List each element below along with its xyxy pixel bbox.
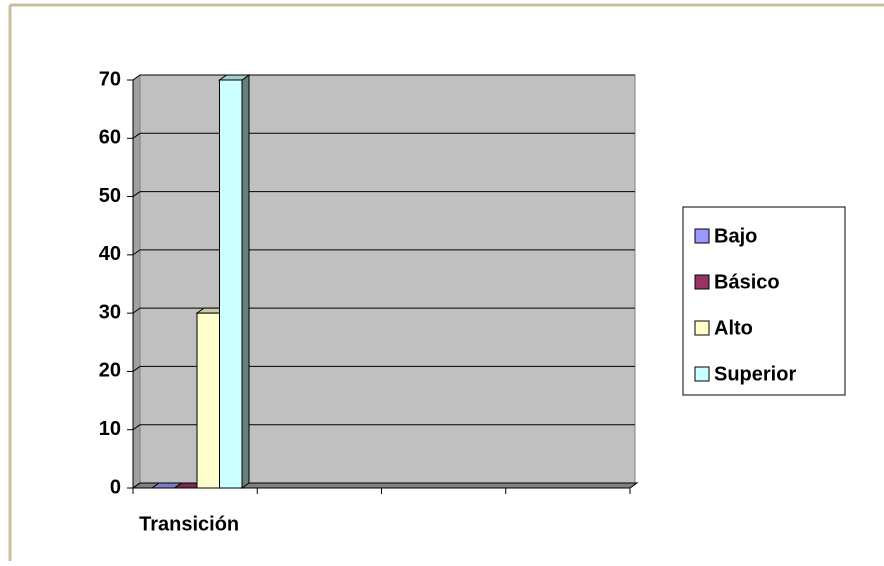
legend-swatch	[694, 366, 710, 382]
y-tick-label: 10	[99, 418, 121, 440]
y-tick-label: 60	[99, 127, 121, 149]
y-tick-label: 40	[99, 243, 121, 265]
grid-line	[132, 307, 141, 314]
x-tick-label: Transición	[139, 513, 239, 535]
grid-line	[132, 482, 141, 489]
bar	[219, 79, 243, 489]
legend-label: Básico	[714, 271, 780, 293]
legend-swatch	[694, 228, 710, 244]
grid-line	[132, 366, 141, 372]
grid-line	[132, 74, 141, 81]
legend-swatch	[694, 320, 710, 336]
grid-line	[132, 249, 141, 256]
y-tick-label: 0	[110, 476, 121, 498]
legend-label: Superior	[714, 363, 796, 385]
y-tick-label: 30	[99, 301, 121, 323]
legend-swatch	[694, 274, 710, 290]
grid-line	[132, 191, 141, 197]
legend-label: Alto	[714, 317, 753, 339]
y-tick-label: 50	[99, 185, 121, 207]
y-tick-label: 20	[99, 360, 121, 382]
bar	[196, 312, 220, 489]
y-tick-label: 70	[99, 68, 121, 90]
legend	[682, 206, 846, 396]
bar-side	[241, 74, 250, 489]
grid-line	[132, 132, 141, 139]
legend-label: Bajo	[714, 225, 757, 247]
grid-line	[132, 424, 141, 431]
